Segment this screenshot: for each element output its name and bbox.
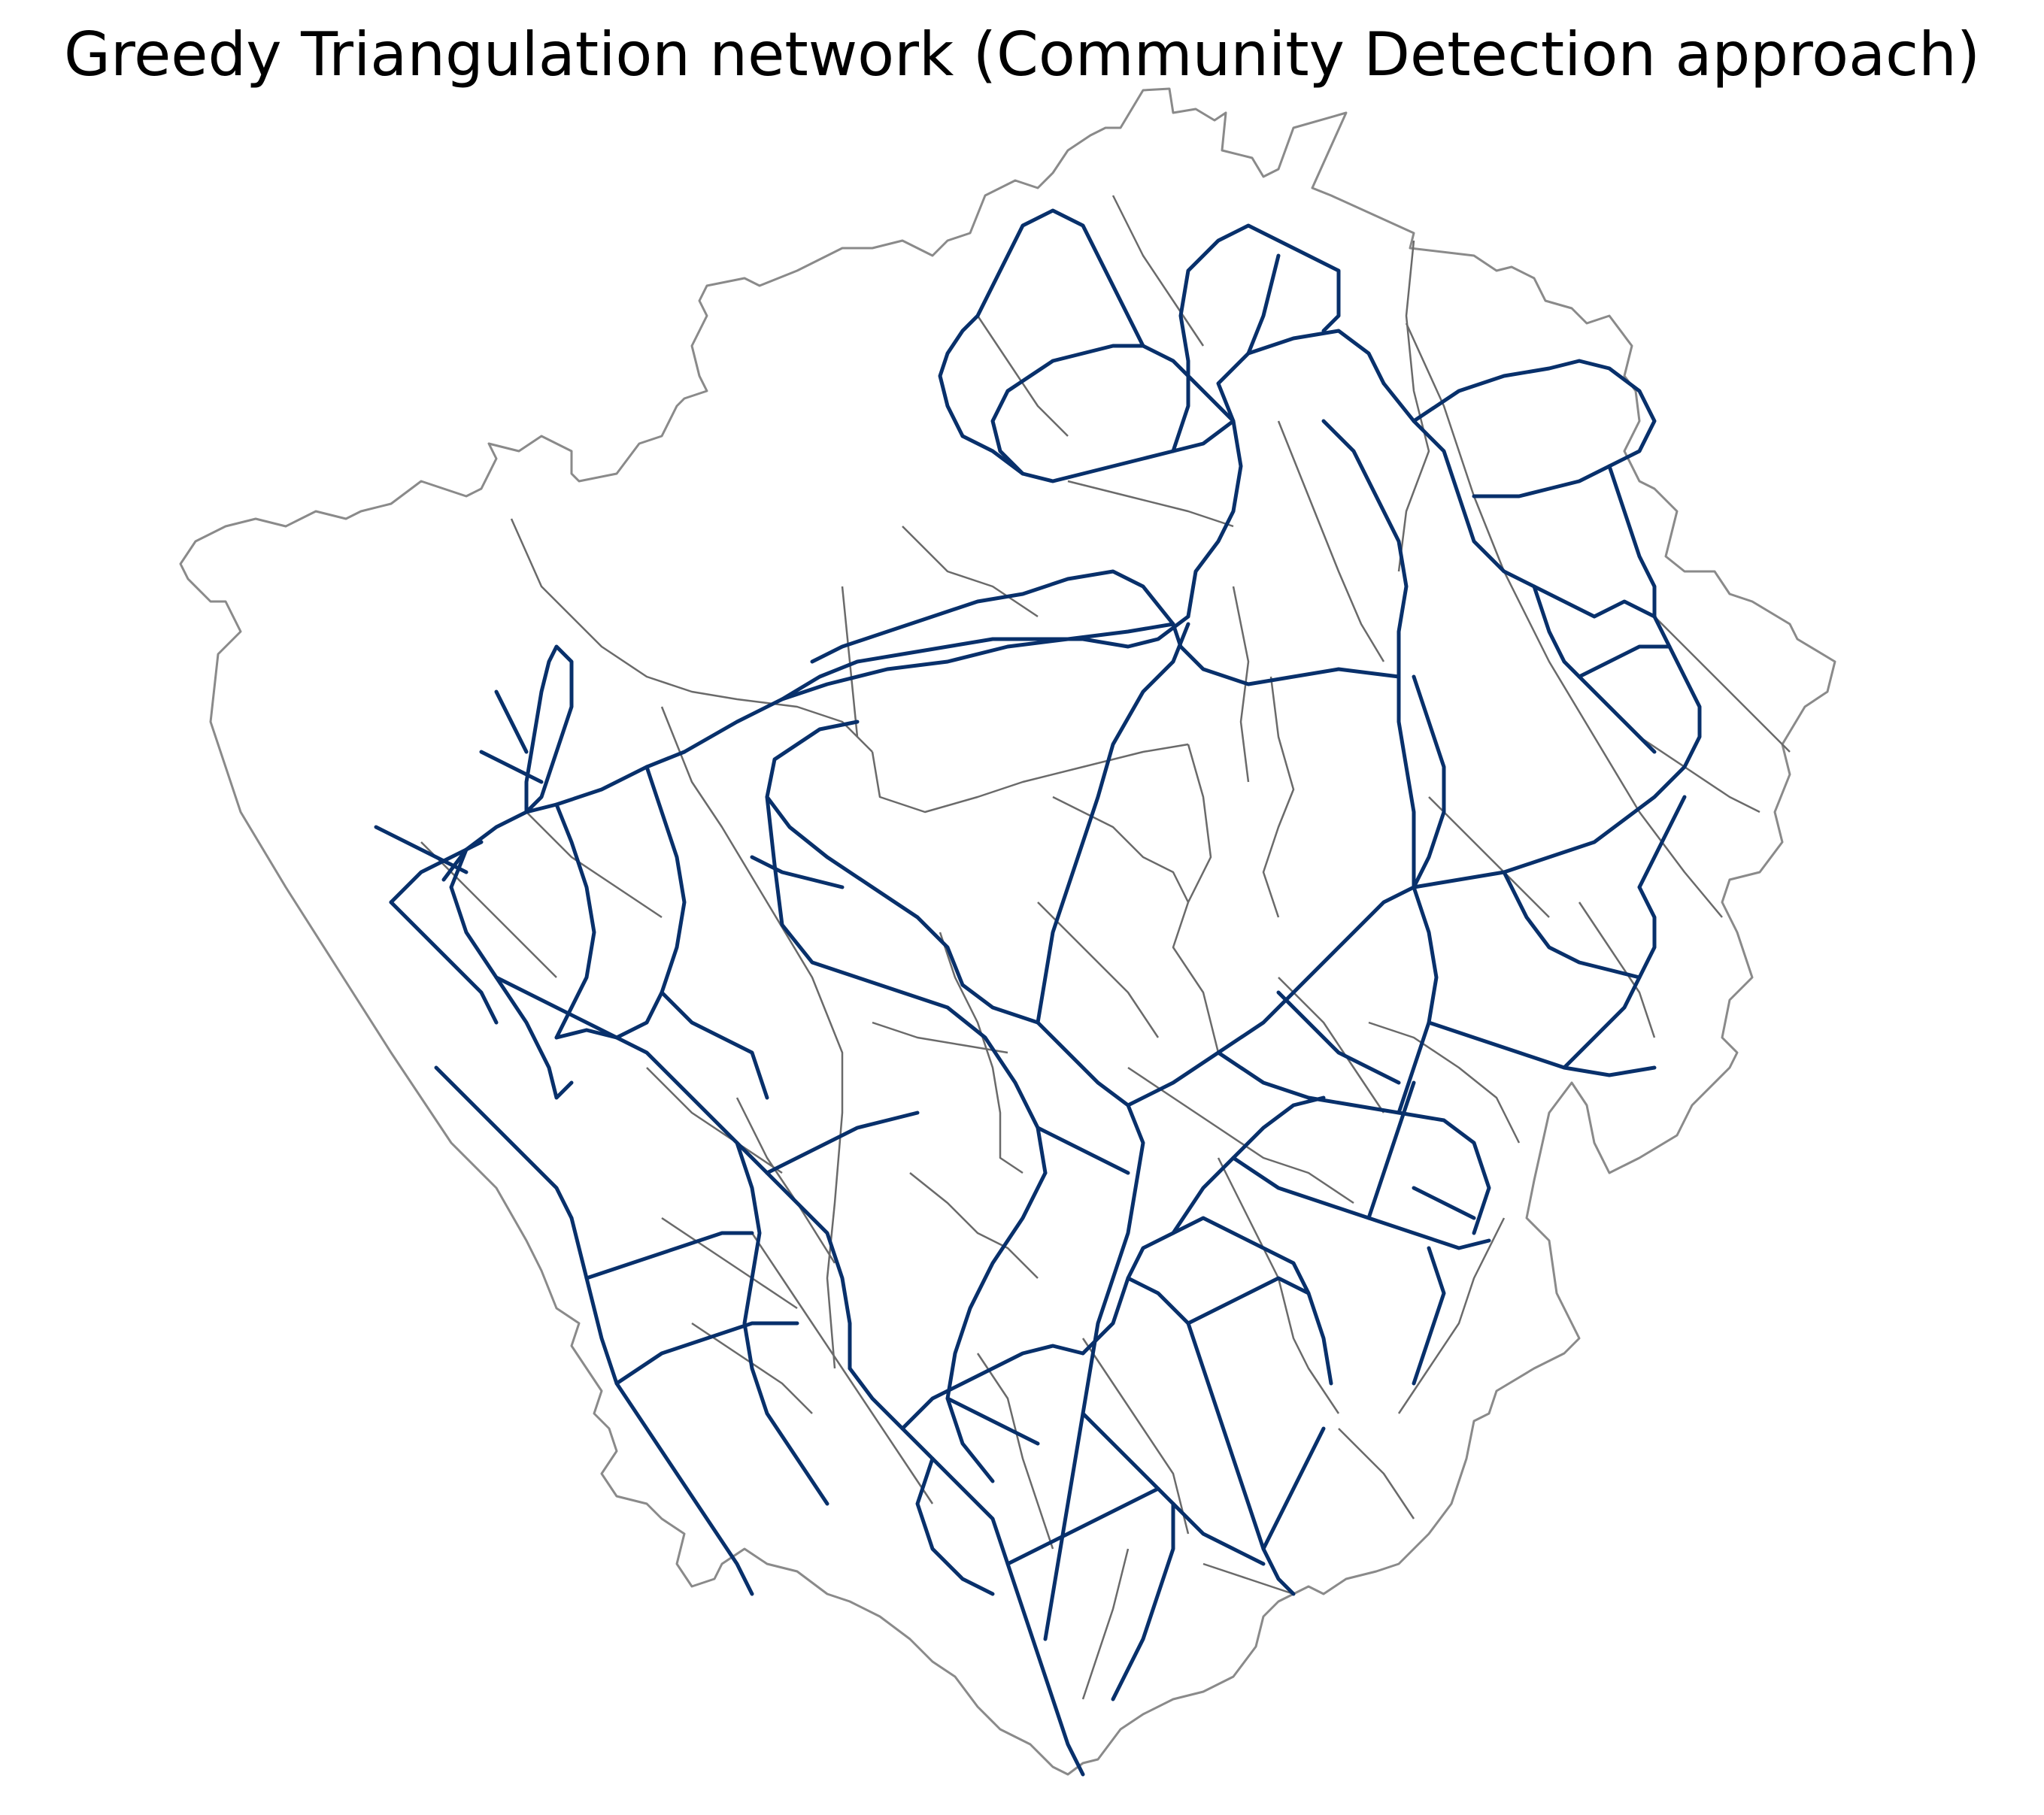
network-edge: [1637, 795, 1687, 889]
network-edge: [1005, 1486, 1160, 1566]
network-edge: [1081, 1216, 1333, 1386]
network-edge: [1186, 1276, 1311, 1326]
network-edge: [1261, 1426, 1326, 1551]
network-edge: [524, 644, 574, 814]
network-edge: [900, 1344, 1085, 1431]
region-outline: [179, 87, 1836, 1776]
network-edge: [1502, 614, 1702, 874]
network-edge: [1381, 381, 1657, 619]
network-edges: [374, 208, 1702, 1777]
network-edge: [1502, 870, 1642, 980]
network-edge: [765, 1111, 920, 1175]
network-edge: [660, 990, 769, 1100]
network-edge: [569, 1216, 754, 1596]
network-edge: [1412, 359, 1657, 498]
network-edge: [1171, 223, 1341, 453]
network-edge: [938, 208, 1145, 438]
network-edge: [780, 614, 1190, 701]
network-edge: [945, 1171, 1048, 1483]
network-edge: [945, 1396, 1040, 1446]
network-edge: [434, 1065, 574, 1220]
network-edge: [554, 765, 687, 1040]
network-edge: [554, 802, 596, 1040]
network-edge: [1036, 1020, 1145, 1641]
network-edge: [1397, 885, 1439, 1115]
network-edge: [1427, 1020, 1657, 1077]
network-edge: [614, 1321, 799, 1386]
network-edge: [449, 847, 574, 1100]
network-edge: [750, 855, 845, 889]
network-edge: [1366, 1080, 1416, 1220]
network-edge: [1562, 885, 1657, 1070]
network-edge: [1186, 329, 1386, 619]
network-edge: [1412, 674, 1446, 889]
network-edge: [810, 569, 1175, 664]
network-edge: [389, 900, 499, 1025]
network-edge: [848, 1366, 1085, 1777]
network-edge: [494, 975, 852, 1371]
network-edge: [1126, 870, 1506, 1107]
network-edge: [682, 622, 1401, 754]
network-edge: [1412, 1186, 1476, 1220]
network-edge: [1412, 1246, 1446, 1386]
network-edge: [1231, 1156, 1491, 1250]
network-edge: [494, 689, 529, 754]
network-edge: [765, 795, 1048, 1175]
network-edge: [735, 1141, 829, 1506]
network-edge: [1321, 419, 1409, 679]
network-edge: [990, 344, 1236, 483]
network-edge: [584, 1231, 754, 1280]
network-edge: [1607, 464, 1657, 619]
network-edge: [1246, 253, 1281, 356]
network-edge: [1171, 1095, 1326, 1235]
network-edge: [1036, 1126, 1130, 1175]
map-title: Greedy Triangulation network (Community …: [63, 20, 1981, 89]
network-edge: [1577, 644, 1672, 679]
network-edge: [1111, 1501, 1175, 1701]
network-edge: [479, 750, 544, 784]
network-edge: [1126, 1276, 1296, 1596]
network-edge: [960, 434, 1025, 476]
network-edge: [1276, 990, 1401, 1085]
network-edge: [1397, 674, 1416, 889]
network-edge: [374, 825, 469, 874]
network-edge: [915, 1456, 995, 1596]
network-edge: [1036, 622, 1190, 1025]
network-edge: [765, 720, 1040, 1025]
ward-boundaries: [420, 195, 1791, 1700]
network-edge: [389, 840, 484, 904]
